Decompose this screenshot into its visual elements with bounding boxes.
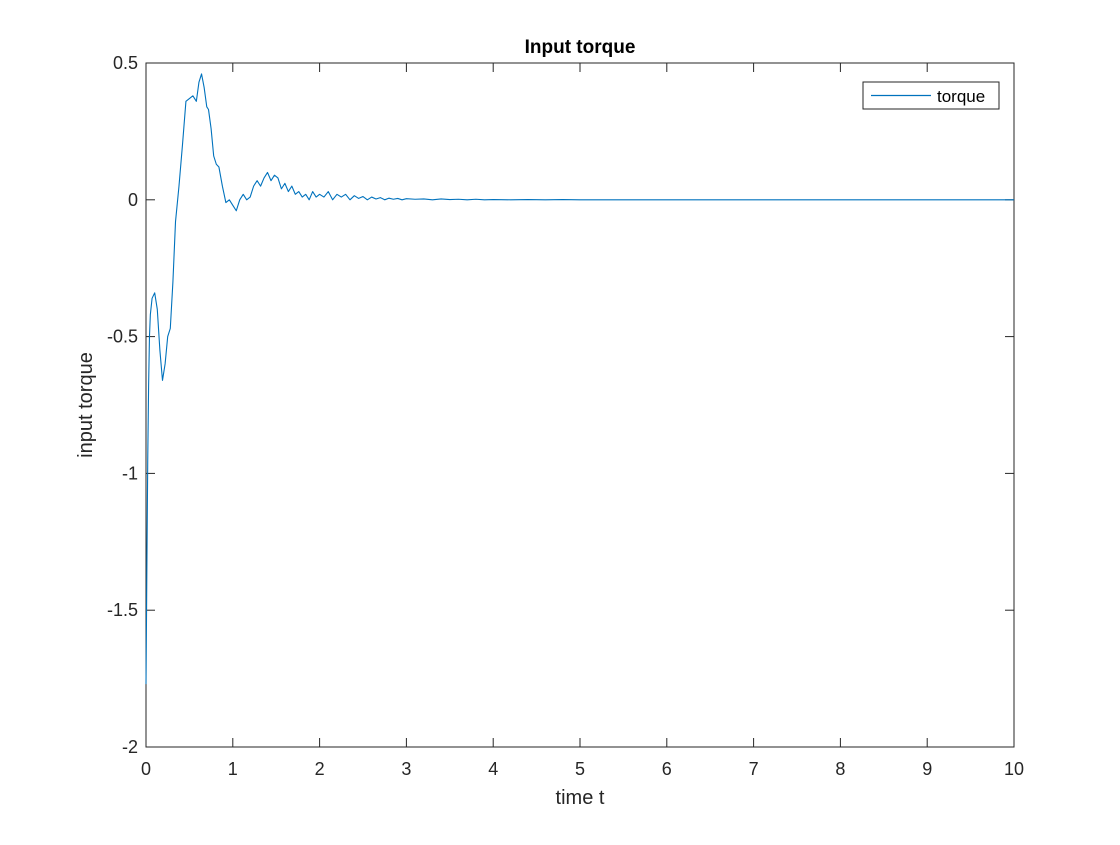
x-tick-label: 8: [835, 759, 845, 779]
x-tick-label: 7: [749, 759, 759, 779]
legend: torque: [862, 81, 1000, 110]
plot-area: [145, 62, 1015, 748]
x-tick-label: 5: [575, 759, 585, 779]
chart-title: Input torque: [525, 37, 636, 58]
y-tick-label: -1: [122, 463, 138, 483]
x-tick-label: 9: [922, 759, 932, 779]
x-tick-label: 10: [1004, 759, 1024, 779]
x-tick-label: 1: [228, 759, 238, 779]
x-tick-label: 0: [141, 759, 151, 779]
y-tick-label: 0: [128, 190, 138, 210]
y-axis-label: input torque: [75, 352, 97, 458]
series-line-torque: [145, 73, 1014, 685]
series-layer: [145, 73, 1014, 685]
y-tick-label: -1.5: [107, 600, 138, 620]
x-tick-label: 3: [401, 759, 411, 779]
axes-box: [145, 62, 1015, 748]
x-tick-label: 2: [315, 759, 325, 779]
legend-label-torque: torque: [937, 87, 985, 106]
y-tick-label: -2: [122, 737, 138, 757]
y-axis-ticks: -2 -1.5 -1 -0.5 0 0.5: [107, 53, 1014, 757]
x-axis-label: time t: [556, 787, 605, 809]
x-tick-label: 6: [662, 759, 672, 779]
y-tick-label: -0.5: [107, 327, 138, 347]
x-tick-label: 4: [488, 759, 498, 779]
y-tick-label: 0.5: [113, 53, 138, 73]
x-axis-ticks: 0 1 2 3 4 5 6 7 8 9 10: [141, 63, 1024, 779]
